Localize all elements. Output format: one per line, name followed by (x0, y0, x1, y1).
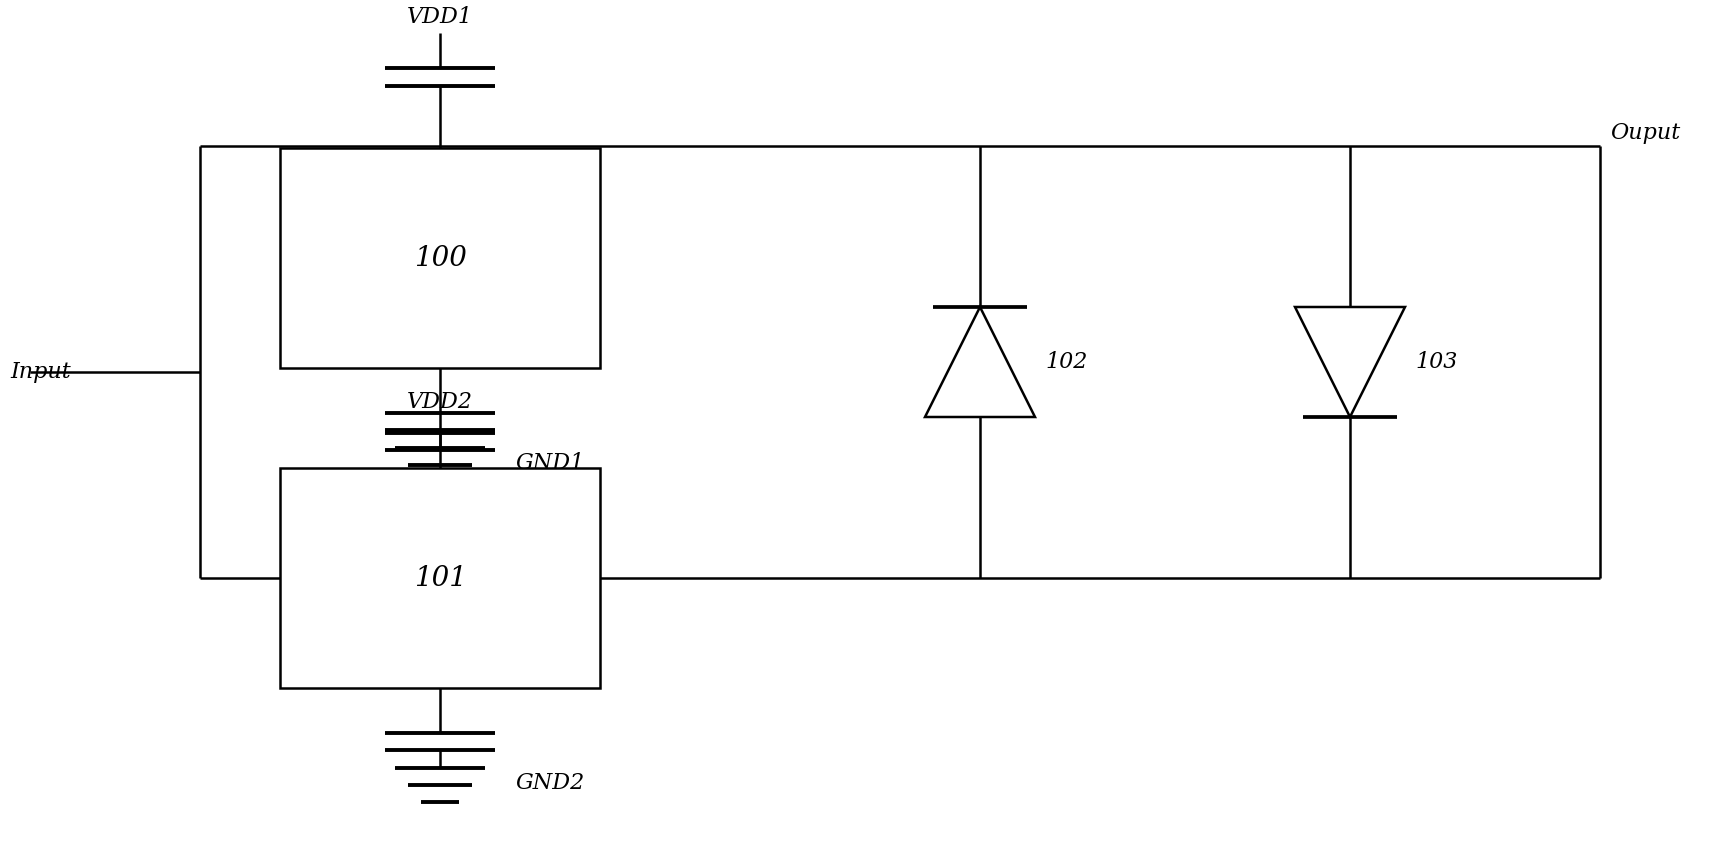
Polygon shape (1294, 307, 1405, 417)
Text: GND1: GND1 (514, 452, 584, 474)
Text: GND2: GND2 (514, 772, 584, 794)
Bar (281, 148, 599, 368)
Text: Input: Input (10, 361, 71, 383)
Text: 101: 101 (414, 564, 466, 591)
Text: VDD1: VDD1 (407, 6, 473, 28)
Text: 100: 100 (414, 245, 466, 272)
Text: 103: 103 (1415, 351, 1457, 373)
Polygon shape (925, 307, 1034, 417)
Text: Ouput: Ouput (1609, 122, 1680, 144)
Bar (281, 468, 599, 688)
Text: VDD2: VDD2 (407, 391, 473, 413)
Text: 102: 102 (1044, 351, 1086, 373)
